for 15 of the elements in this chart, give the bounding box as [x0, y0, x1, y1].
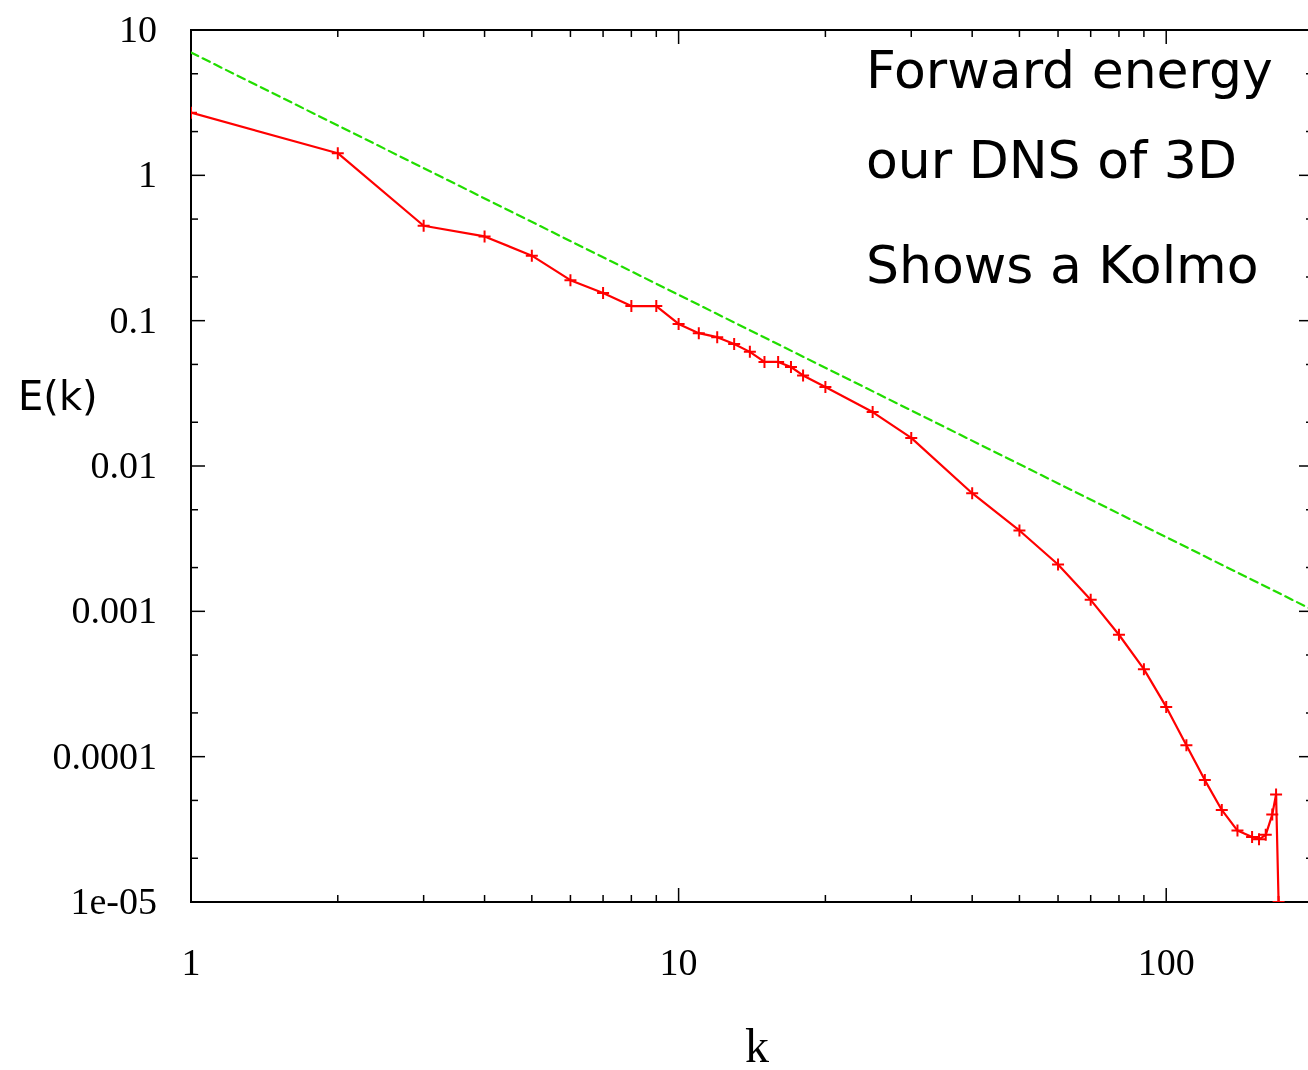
x-tick-label: 10: [659, 941, 698, 983]
annotation: Shows a Kolmo: [866, 235, 1259, 295]
annotation: Forward energy: [866, 40, 1273, 100]
y-tick-label: 1: [138, 153, 157, 196]
x-tick-label: 100: [1137, 941, 1195, 983]
y-tick-label: 1e-05: [70, 880, 157, 922]
x-tick-label: 1: [181, 941, 201, 983]
y-tick-label: 0.1: [109, 298, 157, 341]
y-tick-label: 0.001: [71, 589, 157, 632]
y-axis-title: E(k): [18, 373, 98, 419]
x-axis-title: k: [745, 1019, 769, 1070]
y-tick-label: 10: [119, 8, 157, 50]
y-tick-label: 0.0001: [52, 734, 157, 777]
y-tick-label: 0.01: [90, 444, 157, 486]
annotation: our DNS of 3D: [866, 130, 1237, 190]
